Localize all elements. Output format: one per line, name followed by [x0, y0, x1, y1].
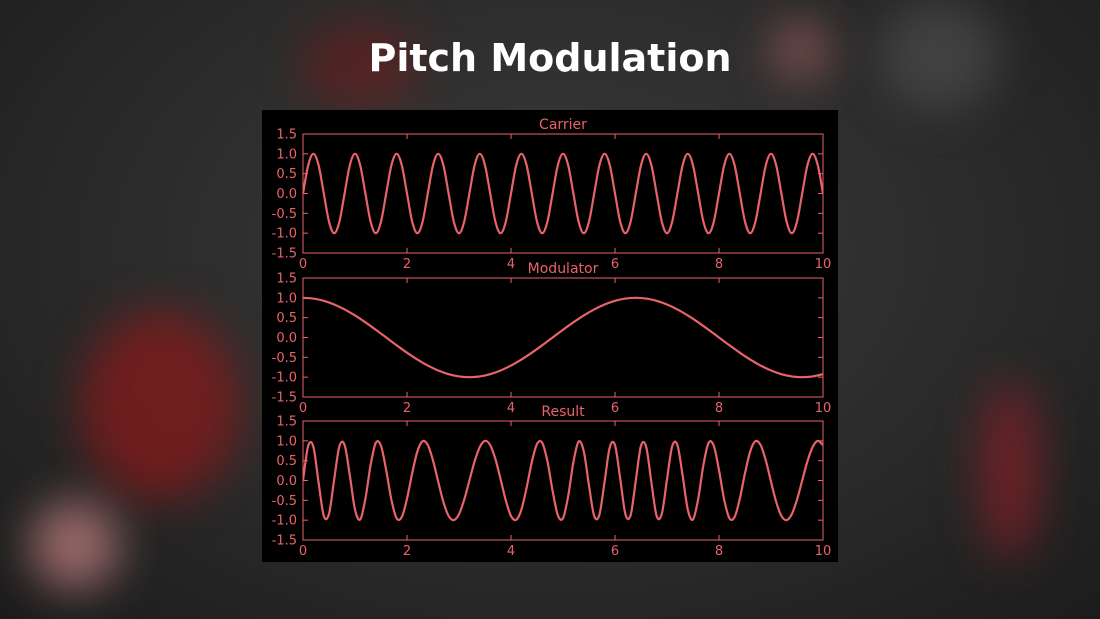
- y-tick-label: 1.0: [276, 434, 297, 449]
- y-tick-label: 1.5: [276, 415, 297, 430]
- x-tick-label: 6: [611, 257, 619, 272]
- y-tick-label: 0.0: [276, 331, 297, 346]
- y-tick-label: -0.5: [272, 494, 297, 509]
- y-tick-label: -1.0: [272, 371, 297, 386]
- x-tick-label: 2: [403, 401, 411, 416]
- x-tick-label: 4: [507, 257, 515, 272]
- x-tick-label: 10: [815, 257, 832, 272]
- y-tick-label: -0.5: [272, 351, 297, 366]
- x-tick-label: 6: [611, 544, 619, 559]
- y-tick-label: 0.5: [276, 454, 297, 469]
- chart-title: Result: [541, 404, 585, 420]
- y-tick-label: 1.5: [276, 272, 297, 287]
- chart-title: Carrier: [539, 117, 587, 133]
- x-tick-label: 2: [403, 544, 411, 559]
- x-tick-label: 10: [815, 401, 832, 416]
- y-tick-label: -1.5: [272, 247, 297, 262]
- line-series: [303, 439, 823, 522]
- background-blob: [30, 500, 120, 590]
- background-blob: [980, 380, 1040, 560]
- x-tick-label: 8: [715, 544, 723, 559]
- y-tick-label: 1.0: [276, 147, 297, 162]
- y-tick-label: 0.5: [276, 167, 297, 182]
- y-tick-label: -1.0: [272, 227, 297, 242]
- y-tick-label: 0.0: [276, 474, 297, 489]
- axes-frame: [302, 133, 824, 254]
- x-tick-label: 8: [715, 401, 723, 416]
- background-blob: [80, 310, 240, 500]
- x-tick-label: 2: [403, 257, 411, 272]
- x-tick-label: 0: [299, 257, 307, 272]
- chart-title: Modulator: [528, 261, 599, 277]
- axes-frame: [302, 277, 824, 398]
- y-tick-label: 0.5: [276, 311, 297, 326]
- y-tick-label: -1.5: [272, 534, 297, 549]
- x-tick-label: 8: [715, 257, 723, 272]
- axes-frame: [302, 420, 824, 541]
- y-tick-label: -1.0: [272, 514, 297, 529]
- y-tick-label: -1.5: [272, 391, 297, 406]
- x-tick-label: 4: [507, 544, 515, 559]
- background-blob: [300, 20, 420, 110]
- x-tick-label: 0: [299, 401, 307, 416]
- slide-title: Pitch Modulation: [368, 36, 732, 80]
- background-blob: [770, 20, 830, 80]
- x-tick-label: 6: [611, 401, 619, 416]
- y-tick-label: 1.0: [276, 291, 297, 306]
- line-series: [303, 296, 823, 379]
- y-tick-label: -0.5: [272, 207, 297, 222]
- background-blob: [880, 0, 1000, 110]
- x-tick-label: 4: [507, 401, 515, 416]
- y-tick-label: 1.5: [276, 128, 297, 143]
- y-tick-label: 0.0: [276, 187, 297, 202]
- line-series: [303, 152, 823, 235]
- x-tick-label: 10: [815, 544, 832, 559]
- x-tick-label: 0: [299, 544, 307, 559]
